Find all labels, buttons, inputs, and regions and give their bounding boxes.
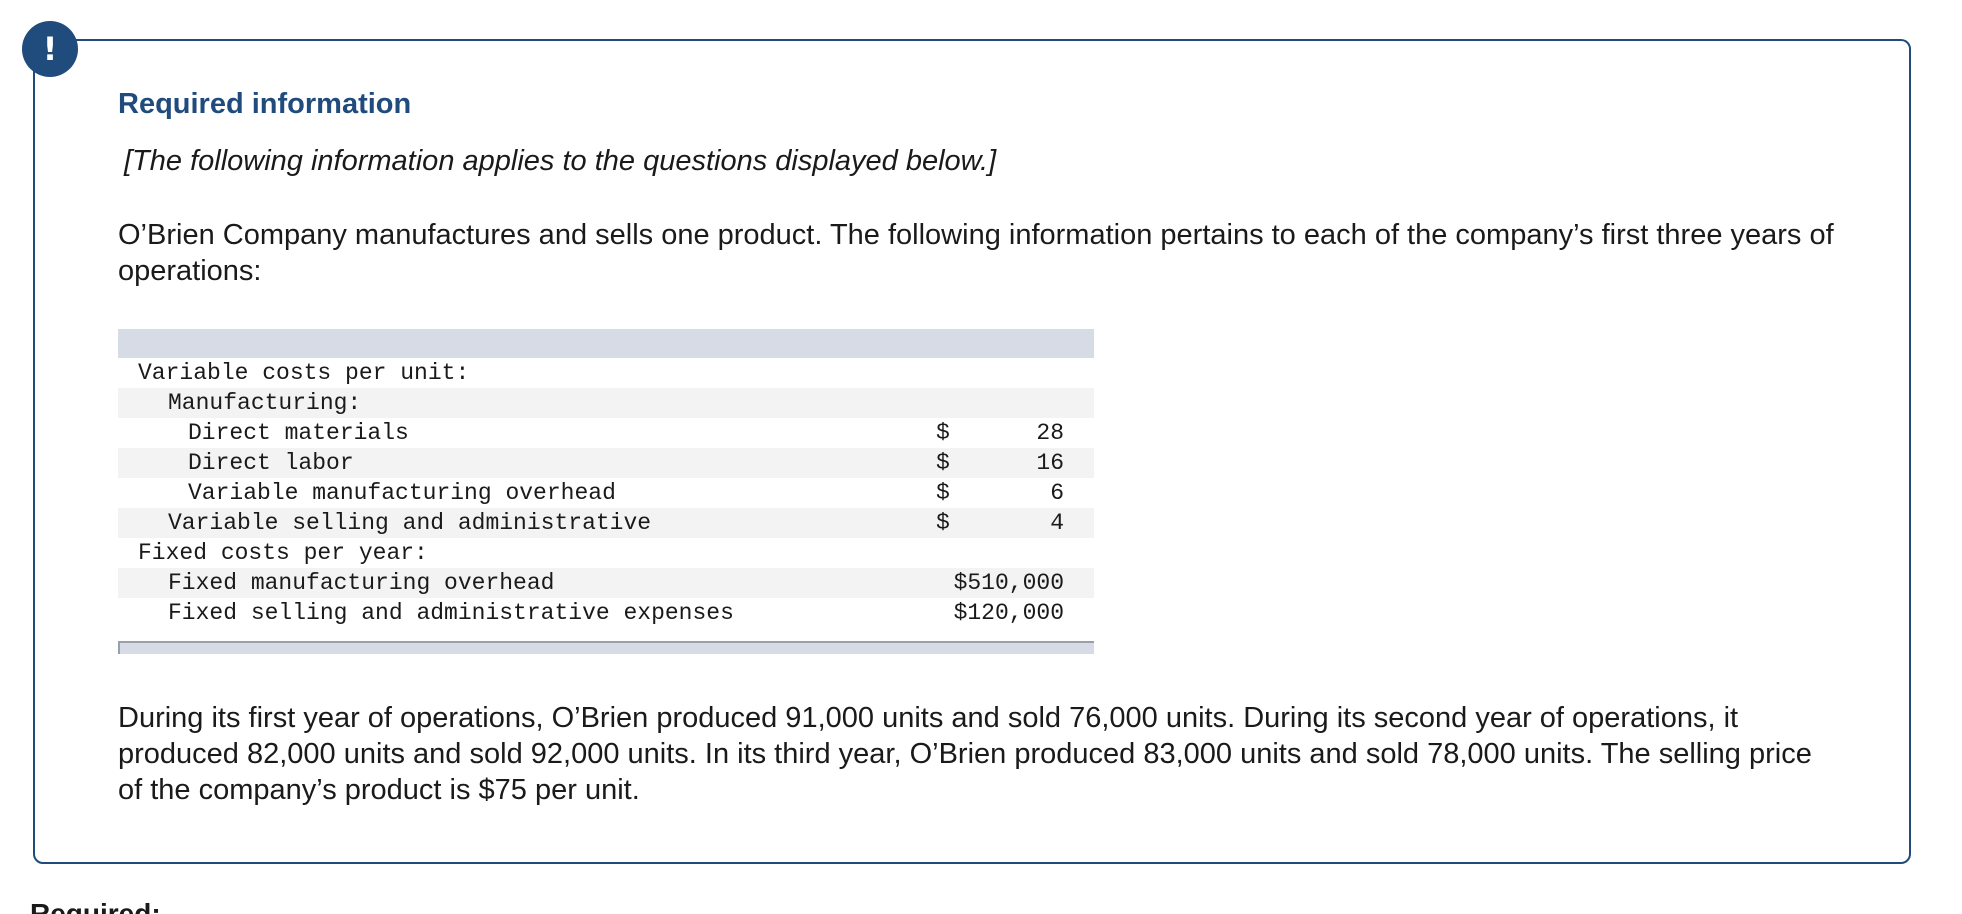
required-information-heading: Required information [118,88,412,120]
row-value: 6 [1050,480,1064,506]
table-row: Fixed costs per year: [118,538,1094,568]
table-spacer [118,628,1094,641]
table-row: Direct labor $ 16 [118,448,1094,478]
row-label: Direct materials [188,420,409,446]
table-row: Direct materials $ 28 [118,418,1094,448]
row-label: Variable selling and administrative [168,510,652,536]
row-currency-symbol: $ [936,420,950,446]
required-section-heading: Required: [30,898,161,914]
row-label: Variable costs per unit: [138,360,470,386]
applies-note: [The following information applies to th… [124,145,997,177]
table-row: Fixed selling and administrative expense… [118,598,1094,628]
row-label: Direct labor [188,450,354,476]
table-row: Variable manufacturing overhead $ 6 [118,478,1094,508]
cost-data-table: Variable costs per unit: Manufacturing: … [118,329,1094,654]
table-row: Variable selling and administrative $ 4 [118,508,1094,538]
table-footer-bar [118,641,1094,654]
alert-icon: ! [22,21,78,77]
table-row: Fixed manufacturing overhead $510,000 [118,568,1094,598]
intro-paragraph: O’Brien Company manufactures and sells o… [118,219,1834,287]
row-currency-symbol: $ [936,480,950,506]
table-row: Variable costs per unit: [118,358,1094,388]
table-header-bar [118,329,1094,358]
row-value: 16 [1036,450,1064,476]
row-value: 4 [1050,510,1064,536]
row-value: 28 [1036,420,1064,446]
row-label: Fixed costs per year: [138,540,428,566]
row-currency-symbol: $ [936,510,950,536]
row-label: Manufacturing: [168,390,362,416]
table-row: Manufacturing: [118,388,1094,418]
row-value: $510,000 [953,570,1064,596]
narrative-paragraph: During its first year of operations, O’B… [118,702,1812,806]
row-label: Fixed selling and administrative expense… [168,600,734,626]
row-label: Variable manufacturing overhead [188,480,616,506]
row-label: Fixed manufacturing overhead [168,570,555,596]
row-currency-symbol: $ [936,450,950,476]
row-value: $120,000 [953,600,1064,626]
